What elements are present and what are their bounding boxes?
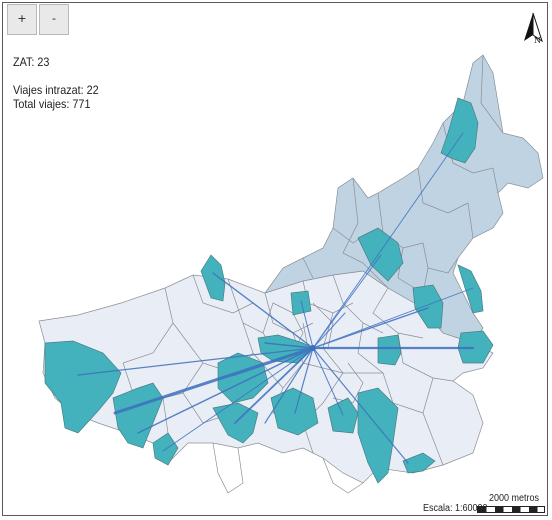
zone-boundary [342, 252, 389, 289]
highlight-zone-north-far [440, 97, 479, 164]
highlight-zone-south-c [270, 387, 319, 436]
highlight-zone-east-center [377, 334, 402, 366]
zone-boundary [264, 292, 314, 334]
highlight-zone-southeast-small [402, 452, 436, 474]
zones-highlight-layer [44, 97, 494, 484]
total-trips-label: Total viajes: 771 [13, 97, 91, 111]
zone-boundary [422, 412, 444, 466]
zone-boundary [302, 257, 314, 279]
zone-boundary [332, 274, 384, 334]
north-arrow-icon: N [524, 12, 543, 45]
scale-distance-label: 2000 metros [489, 493, 540, 504]
flow-line [312, 287, 474, 349]
zone-boundary [162, 397, 169, 434]
flow-line [234, 347, 314, 424]
zone-boundary [382, 372, 434, 414]
scale-ratio-label: Escala: 1:60000 [423, 503, 488, 514]
flow-line [162, 347, 314, 452]
flow-line [312, 347, 344, 416]
zone-boundary [212, 442, 244, 494]
map-viewer[interactable]: + - ZAT: 23 Viajes intrazat: 22 Total vi… [2, 2, 548, 516]
map-canvas[interactable] [3, 3, 548, 516]
zone-boundary [480, 54, 504, 134]
highlight-zone-northwest [200, 254, 226, 302]
flow-line [312, 347, 409, 464]
north-label: N [534, 36, 541, 45]
zone-boundary [342, 177, 359, 254]
zoom-out-button[interactable]: - [39, 4, 69, 35]
flow-line [212, 272, 314, 349]
zone-boundary [322, 457, 364, 494]
zone-boundary [417, 167, 469, 214]
zone-boundary [302, 312, 344, 374]
flow-line [231, 346, 315, 377]
flow-line [264, 347, 314, 424]
flow-line [77, 347, 314, 376]
zoom-in-button[interactable]: + [7, 4, 37, 35]
zone-boundary [467, 202, 474, 239]
zone-boundary [343, 322, 384, 374]
highlight-zone-southeast [357, 387, 399, 484]
flow-line [137, 347, 314, 434]
zone-boundary [122, 287, 174, 364]
zone-boundary [192, 274, 254, 314]
highlight-zone-southwest [112, 382, 164, 449]
flow-line [312, 132, 464, 349]
flow-line [312, 312, 346, 349]
flow-lines [77, 132, 475, 464]
origin-zone-marker [310, 345, 316, 351]
flow-line [312, 307, 429, 349]
flow-line [264, 342, 314, 349]
highlight-zone-west [44, 340, 122, 434]
zat-label: ZAT: 23 [13, 55, 50, 69]
highlight-zone-northeast-a [412, 284, 444, 329]
flow-line [294, 347, 314, 414]
intrazonal-trips-label: Viajes intrazat: 22 [13, 83, 99, 97]
flow-line [300, 300, 314, 349]
scale-bar [477, 506, 545, 513]
zone-boundary [422, 242, 459, 274]
